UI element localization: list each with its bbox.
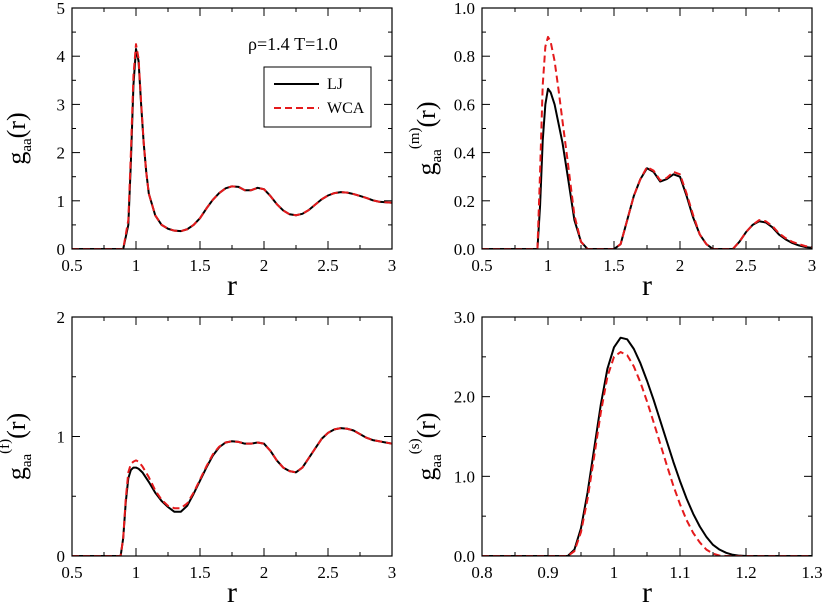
y-axis-label-part: g [2,152,31,165]
series-line-wca [72,43,392,249]
panel-bottom-right: 0.8 0.9 1 1.1 1.2 1.3 0.0 1.0 2.0 3.0 r gaa (s)(r) [407,308,823,605]
y-tick-label: 4 [57,47,66,66]
y-axis-label-part: aa [429,149,445,163]
y-tick-label: 2 [57,144,66,163]
x-tick-label: 0.5 [61,563,82,582]
x-tick-label: 1 [610,563,619,582]
y-axis-label: gaa (m)(r) [407,102,445,176]
y-tick-label: 0 [57,547,66,566]
x-tick-label: 1 [132,563,141,582]
y-axis-label: gaa(r) [2,112,35,164]
y-tick-label: 3.0 [454,308,475,327]
series-line-wca [482,351,812,556]
series-group [72,43,392,249]
x-axis-label: r [642,269,652,302]
plot-frame [71,7,393,250]
plot-frame [481,7,813,250]
y-axis-label-part: (f) [0,439,13,454]
plot-frame [481,316,813,557]
legend-label-lj: LJ [327,76,343,93]
panel-top-left: 0.5 1 1.5 2 2.5 3 0 1 2 3 4 5 r gaa(r) [2,0,396,302]
y-tick-label: 1.0 [454,0,475,18]
series-group [72,427,392,556]
y-tick-label: 2 [57,308,66,327]
y-axis-label-part: (r) [412,102,441,128]
x-tick-label: 1.5 [603,256,624,275]
series-group [482,35,812,249]
x-tick-label: 3 [808,256,817,275]
series-line-lj [72,427,392,556]
y-axis-label-part: (m) [407,127,423,149]
x-tick-label: 1.1 [669,563,690,582]
y-tick-label: 1.0 [454,467,475,486]
y-tick-label: 0.8 [454,47,475,66]
series-line-lj [482,336,812,556]
legend-box [263,66,372,128]
x-tick-label: 0.9 [537,563,558,582]
series-line-lj [482,87,812,249]
x-axis-label: r [227,269,237,302]
y-axis-label-part: (s) [407,438,423,454]
x-tick-label: 0.8 [471,563,492,582]
x-tick-label: 2 [260,256,269,275]
x-tick-label: 1.5 [189,563,210,582]
y-axis-label-part: aa [19,138,35,152]
panel-top-right: 0.5 1 1.5 2 2.5 3 0.0 0.2 0.4 0.6 0.8 1.0 r gaa (m)(r) [407,0,816,302]
y-tick-label: 3 [57,95,66,114]
x-tick-label: 1.3 [801,563,822,582]
x-tick-label: 1 [544,256,553,275]
x-tick-label: 2.5 [317,256,338,275]
x-axis-label: r [642,576,652,605]
y-tick-label: 0.6 [454,95,475,114]
x-tick-label: 2.5 [317,563,338,582]
y-axis-label-part: (r) [2,112,31,138]
y-axis-label-part: (r) [2,413,31,439]
y-axis-label: gaa (s)(r) [407,412,445,480]
legend-label-wca: WCA [327,100,365,117]
y-tick-label: 2.0 [454,388,475,407]
state-annotation: ρ=1.4 T=1.0 [248,34,338,54]
y-axis-label-part: aa [429,454,445,468]
y-tick-label: 1 [57,428,66,447]
series-group [482,336,812,556]
y-axis-label-part: g [2,467,31,480]
y-tick-label: 0.0 [454,240,475,259]
x-tick-label: 3 [388,256,397,275]
x-tick-label: 3 [388,563,397,582]
x-tick-label: 0.5 [471,256,492,275]
y-axis-label-part: (r) [412,412,441,438]
y-axis-label-part: g [412,162,441,175]
x-axis-label: r [227,576,237,605]
y-axis-label: gaa (f)(r) [0,413,35,480]
panel-bottom-left: 0.5 1 1.5 2 2.5 3 0 1 2 r gaa (f)(r) [0,308,396,605]
y-tick-label: 5 [57,0,66,18]
y-axis-label-part: aa [19,453,35,467]
y-tick-label: 0.2 [454,192,475,211]
legend: LJ WCA [263,66,372,128]
y-tick-label: 0 [57,240,66,259]
series-line-wca [72,427,392,556]
plot-frame [71,316,393,557]
x-tick-label: 1.5 [189,256,210,275]
x-tick-label: 2 [260,563,269,582]
y-axis-label-part: g [412,468,441,481]
x-tick-label: 0.5 [61,256,82,275]
x-tick-label: 1.2 [735,563,756,582]
y-tick-label: 0.0 [454,547,475,566]
x-tick-label: 2.5 [735,256,756,275]
y-tick-label: 0.4 [454,144,476,163]
series-line-wca [482,35,812,249]
x-tick-label: 1 [132,256,141,275]
y-tick-label: 1 [57,192,66,211]
x-tick-label: 2 [676,256,685,275]
